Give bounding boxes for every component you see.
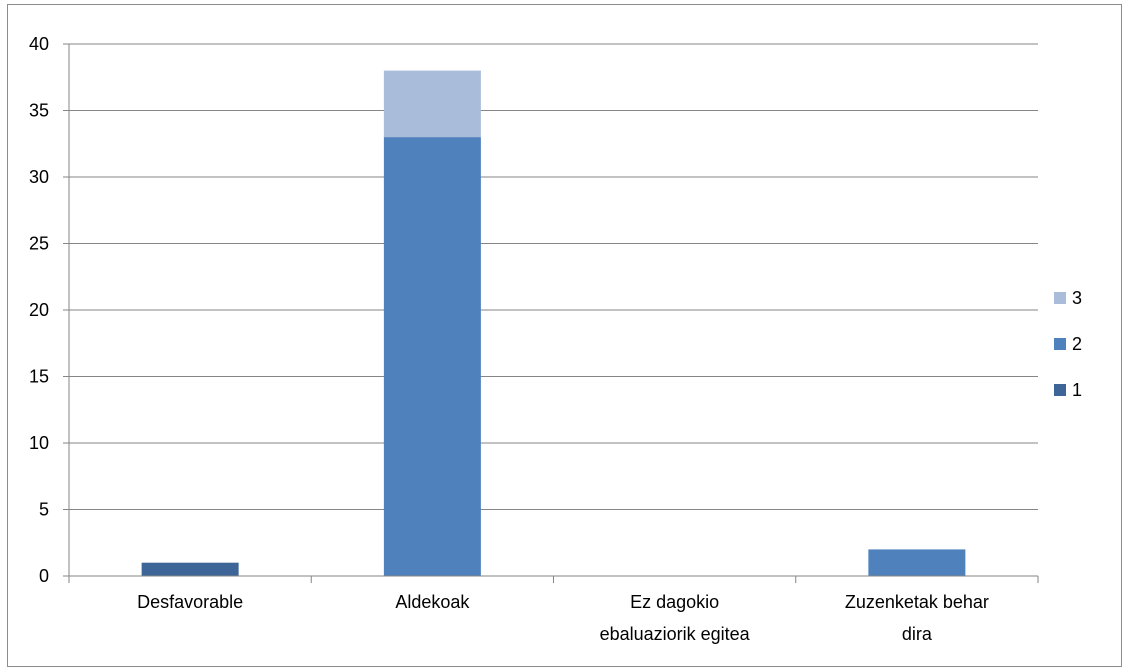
- legend: 3 2 1: [1054, 288, 1082, 400]
- x-category-label: Ez dagokio ebaluaziorik egitea: [600, 592, 751, 644]
- y-tick-label: 35: [29, 101, 49, 121]
- legend-label: 3: [1072, 288, 1082, 308]
- y-tick-label: 40: [29, 34, 49, 54]
- y-tick-labels: 0 5 10 15 20 25 30 35 40: [29, 34, 49, 586]
- y-tick-label: 0: [39, 566, 49, 586]
- y-tick-label: 5: [39, 500, 49, 520]
- x-category-label: Desfavorable: [137, 592, 243, 612]
- gridlines: [69, 43, 1038, 510]
- bar-segment-series-2: [383, 137, 481, 576]
- chart-frame: 0 5 10 15 20 25 30 35 40 Desfavorable Aldekoak Ez …: [7, 4, 1122, 667]
- y-tick-label: 25: [29, 234, 49, 254]
- legend-label: 2: [1072, 334, 1082, 354]
- y-tick-label: 30: [29, 167, 49, 187]
- y-tick-label: 15: [29, 367, 49, 387]
- axes: [63, 43, 1039, 583]
- legend-swatch-2: [1054, 338, 1066, 350]
- legend-label: 1: [1072, 380, 1082, 400]
- y-tick-label: 20: [29, 300, 49, 320]
- legend-swatch-3: [1054, 292, 1066, 304]
- y-tick-label: 10: [29, 433, 49, 453]
- bars: [141, 70, 966, 576]
- bar-segment-series-3: [383, 70, 481, 138]
- x-category-labels: Desfavorable Aldekoak Ez dagokio ebaluazior…: [137, 592, 989, 644]
- x-category-label: Zuzenketak behar dira: [845, 592, 989, 644]
- x-category-label: Aldekoak: [395, 592, 470, 612]
- bar-segment-series-1: [141, 562, 239, 576]
- bar-chart: 0 5 10 15 20 25 30 35 40 Desfavorable Aldekoak Ez …: [29, 34, 1082, 644]
- legend-swatch-1: [1054, 384, 1066, 396]
- bar-segment-series-2: [868, 549, 966, 576]
